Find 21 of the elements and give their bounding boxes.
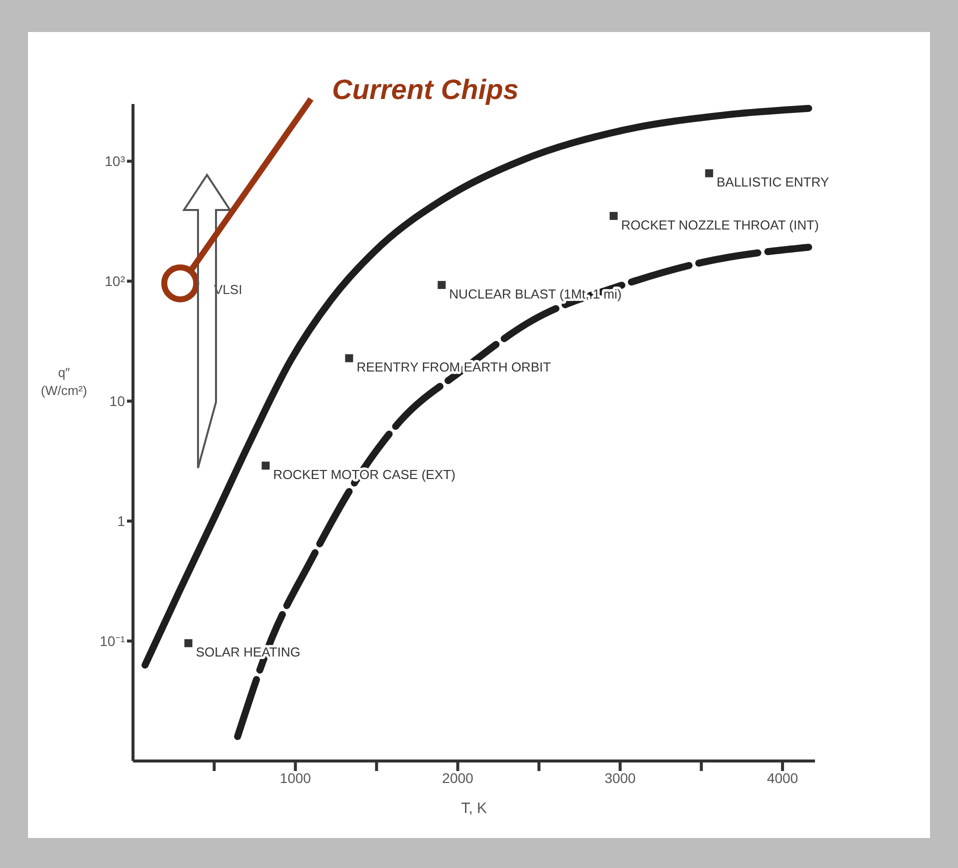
data-label: ROCKET NOZZLE THROAT (INT) <box>621 217 819 232</box>
point <box>705 169 714 178</box>
x-axis-title: T, K <box>461 800 487 817</box>
y-tick-label: 1 <box>117 513 126 530</box>
x-tick-label: 2000 <box>442 770 474 786</box>
point <box>345 354 354 362</box>
y-tick-label: 10³ <box>104 153 126 170</box>
y-tick-label: 10² <box>104 273 126 290</box>
point <box>262 462 270 470</box>
data-label: BALLISTIC ENTRY <box>716 174 830 190</box>
point <box>438 280 446 289</box>
point <box>184 639 192 648</box>
y-tick-label: 10⁻¹ <box>100 633 126 650</box>
point <box>161 264 200 302</box>
y-axis-title: q″ (W/cm²) <box>40 364 88 400</box>
x-tick-label: 1000 <box>280 770 312 786</box>
x-tick-label: 3000 <box>604 770 636 786</box>
text: Current Chips <box>332 74 519 106</box>
x-tick-label: 4000 <box>766 770 798 786</box>
y-tick-label: 10 <box>109 393 126 410</box>
point <box>610 212 618 220</box>
